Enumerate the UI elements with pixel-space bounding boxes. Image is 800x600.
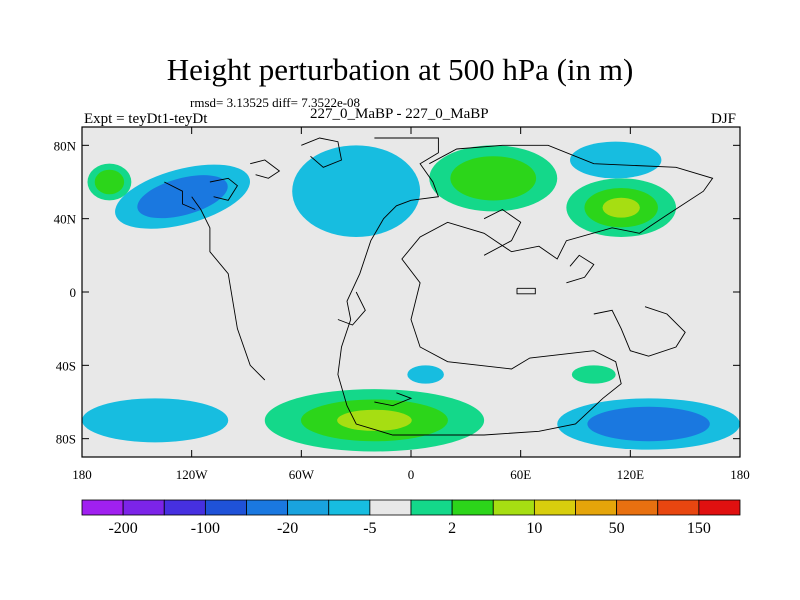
colorbar-label-2: -20 [277,520,298,537]
coastline-4 [250,159,281,179]
colorbar-box-8 [410,499,453,516]
colorbar-box-2 [163,499,206,516]
colorbar-label-4: 2 [448,520,456,537]
colorbar-box-12 [575,499,618,516]
coastline-1 [191,196,266,381]
colorbar-box-0 [81,499,124,516]
colorbar-box-11 [533,499,576,516]
anomaly-west-pacific-positive-level-1 [94,169,125,195]
coastline-0 [337,137,714,436]
x-tick-label-3: 0 [408,467,415,482]
anomaly-southern-pacific-negative-level-0 [82,398,229,443]
colorbar-box-4 [246,499,289,516]
chart-title: Height perturbation at 500 hPa (in m) [166,52,634,87]
y-tick-label-1: 40N [54,212,77,227]
coastline-10 [374,392,413,407]
y-tick-label-3: 40S [56,358,76,373]
colorbar-box-3 [204,499,247,516]
colorbar-box-7 [369,499,412,516]
colorbar-label-5: 10 [526,520,542,537]
colorbar: -200 -100 -20 -5 2 10 50 150 [81,499,741,537]
stats-text: rmsd= 3.13525 diff= 7.3522e-08 [190,95,361,110]
x-tick-label-5: 120E [617,467,645,482]
colorbar-label-7: 150 [687,520,711,537]
coastline-11 [516,287,536,295]
season-label: DJF [711,111,737,127]
x-tick-label-2: 60W [289,467,315,482]
anomaly-east-asia-positive-level-2 [602,197,640,218]
colorbar-box-6 [328,499,371,516]
experiment-label: Expt = teyDt1-teyDt [84,111,208,127]
colorbar-label-3: -5 [363,520,376,537]
colorbar-box-14 [657,499,700,516]
colorbar-box-1 [122,499,165,516]
x-tick-label-0: 180 [72,467,92,482]
colorbar-box-10 [492,499,535,516]
colorbar-box-5 [287,499,330,516]
y-tick-label-2: 0 [70,285,77,300]
anomaly-east-asia-negative-level-0 [570,141,662,179]
axes: 180 120W 60W 0 60E 120E 180 80N 40N 0 40S 80S [54,127,750,482]
y-tick-label-0: 80N [54,138,77,153]
x-tick-label-6: 180 [730,467,750,482]
anomaly-indian-ocean-positive-level-0 [571,365,616,384]
case-label: 227_0_MaBP - 227_0_MaBP [310,106,489,122]
colorbar-box-9 [451,499,494,516]
coastline-5 [301,137,343,168]
anomaly-southern-ocean-positive-level-2 [337,409,412,431]
coastline-7 [483,208,522,256]
colorbar-label-1: -100 [191,520,220,537]
colorbar-label-0: -200 [108,520,137,537]
colorbar-box-13 [616,499,659,516]
coastline-2 [209,177,238,201]
colorbar-label-6: 50 [609,520,625,537]
coastline-8 [593,306,686,357]
coastlines [164,137,714,436]
colorbar-box-15 [698,499,741,516]
coastline-3 [164,181,196,210]
anomaly-southern-indian-negative-level-1 [587,406,710,442]
anomaly-tropical-south-atlantic-negative-level-0 [407,365,444,384]
x-tick-label-4: 60E [510,467,531,482]
map-layer [82,127,740,457]
coastline-9 [566,254,595,284]
anomaly-asia-positive-level-1 [450,156,537,201]
coastline-6 [337,291,366,326]
anomaly-arctic-atlantic-negative-level-0 [292,145,421,237]
x-tick-label-1: 120W [176,467,209,482]
y-tick-label-4: 80S [56,432,76,447]
